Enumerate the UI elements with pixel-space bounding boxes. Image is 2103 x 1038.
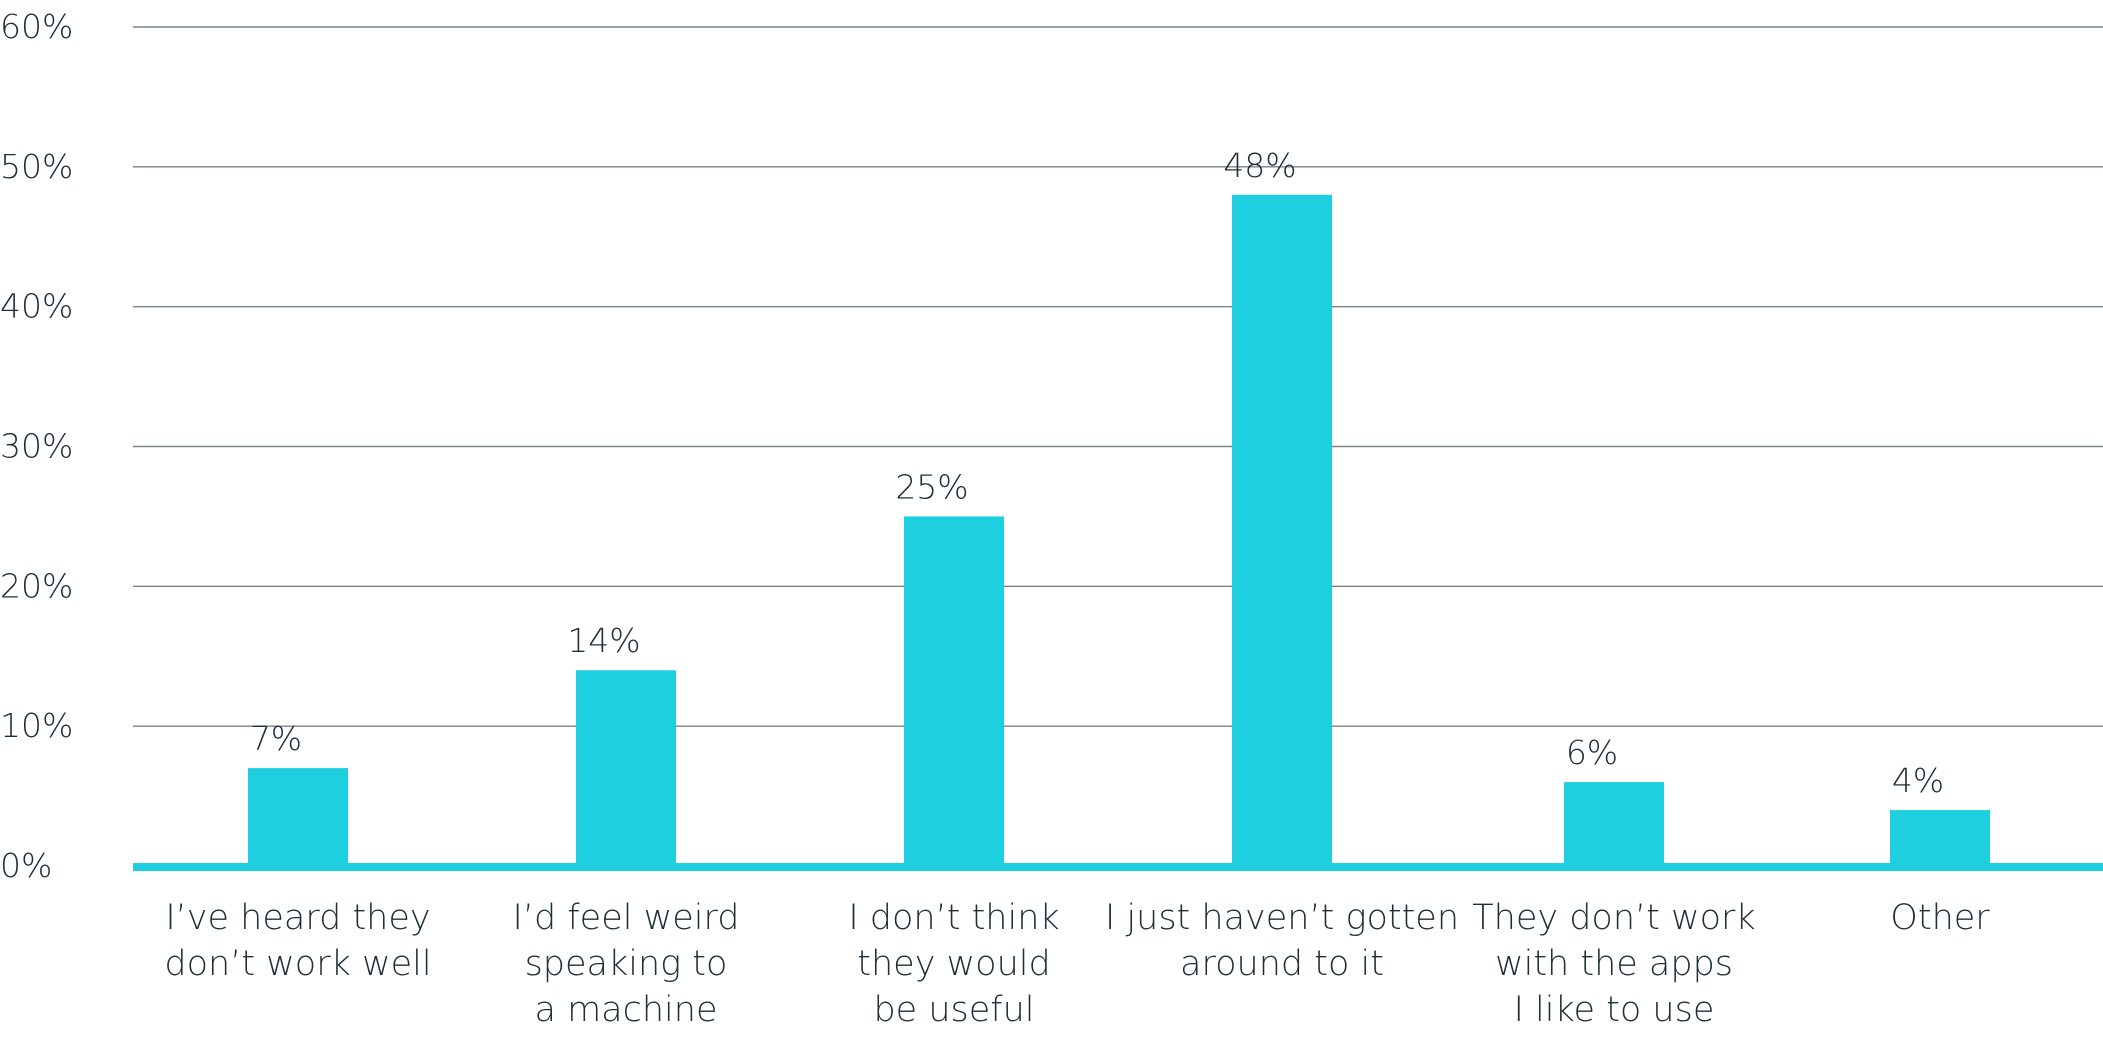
y-axis-ticks: 0% 10% 20% 30% 40% 50% 60% — [0, 7, 73, 885]
bar — [1890, 810, 1990, 866]
data-labels: 7% 14% 25% 48% 6% 4% — [250, 146, 1944, 800]
x-category-label: They don’t work with the apps I like to us… — [1472, 898, 1755, 1030]
x-category-label-line: speaking to — [525, 944, 728, 984]
y-tick-label: 20% — [0, 566, 73, 605]
x-axis-labels: I’ve heard they don’t work well I’d feel w… — [164, 898, 1990, 1030]
x-category-label-line: a machine — [535, 990, 718, 1030]
y-tick-label: 60% — [0, 7, 73, 46]
zero-baseline — [133, 863, 2103, 871]
x-category-label: Other — [1890, 898, 1990, 938]
data-label: 6% — [1566, 733, 1618, 772]
data-label: 4% — [1892, 761, 1944, 800]
x-category-label-line: with the apps — [1495, 944, 1733, 984]
x-category-label-line: don’t work well — [164, 944, 431, 984]
x-category-label-line: I’ve heard they — [165, 898, 430, 938]
x-category-label: I don’t think they would be useful — [848, 898, 1059, 1030]
data-label: 25% — [895, 467, 968, 506]
x-category-label-line: they would — [857, 944, 1050, 984]
x-axis-baseline — [133, 863, 2103, 871]
x-category-label-line: be useful — [873, 990, 1034, 1030]
x-category-label-line: Other — [1890, 898, 1990, 938]
data-label: 14% — [567, 621, 640, 660]
bar — [248, 768, 348, 866]
x-category-label-line: They don’t work — [1472, 898, 1755, 938]
bar — [1564, 782, 1664, 866]
data-label: 48% — [1223, 146, 1296, 185]
data-label: 7% — [250, 719, 302, 758]
x-category-label-line: I like to use — [1514, 990, 1715, 1030]
x-category-label: I’d feel weird speaking to a machine — [513, 898, 740, 1030]
x-category-label-line: I just haven’t gotten — [1105, 898, 1459, 938]
x-category-label-line: I don’t think — [848, 898, 1059, 938]
y-tick-label: 10% — [0, 706, 73, 745]
x-category-label-line: I’d feel weird — [513, 898, 740, 938]
x-category-label: I just haven’t gotten around to it — [1105, 898, 1459, 984]
bar — [1232, 194, 1332, 867]
x-category-label-line: around to it — [1180, 944, 1384, 984]
y-tick-label: 50% — [0, 147, 73, 186]
y-tick-label: 0% — [0, 846, 52, 885]
x-category-label: I’ve heard they don’t work well — [164, 898, 431, 984]
y-tick-label: 40% — [0, 287, 73, 326]
bar — [576, 670, 676, 866]
gridlines — [133, 26, 2103, 727]
bars — [248, 194, 1990, 867]
y-tick-label: 30% — [0, 427, 73, 466]
bar — [904, 516, 1004, 866]
